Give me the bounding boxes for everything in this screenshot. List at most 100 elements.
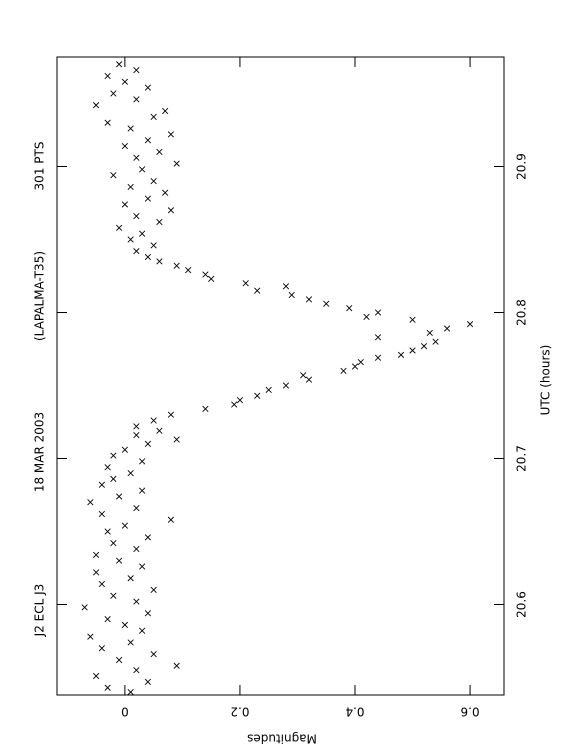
data-point — [133, 248, 140, 255]
data-point — [173, 662, 180, 669]
data-point — [104, 72, 111, 80]
data-point — [121, 201, 129, 208]
data-point — [156, 148, 163, 156]
data-point — [104, 615, 111, 623]
x-tick-label: 20.8 — [515, 299, 529, 326]
data-point — [374, 354, 382, 361]
data-point — [110, 475, 117, 483]
data-point — [374, 309, 382, 316]
data-point — [144, 253, 152, 261]
data-point — [127, 688, 134, 696]
data-point — [409, 347, 416, 354]
data-point — [133, 213, 140, 220]
data-point — [305, 296, 313, 303]
data-point — [242, 280, 249, 287]
data-point — [397, 351, 405, 358]
data-point — [156, 218, 163, 226]
data-point — [110, 592, 117, 599]
data-point — [426, 329, 433, 337]
data-point — [121, 522, 129, 529]
data-point — [167, 411, 175, 418]
data-point — [104, 119, 111, 126]
data-point — [432, 338, 439, 345]
data-point — [127, 469, 134, 477]
data-point — [133, 667, 140, 674]
data-point — [150, 417, 157, 424]
data-point — [133, 423, 140, 430]
data-point — [98, 481, 105, 488]
data-point — [127, 183, 134, 191]
data-point — [150, 586, 157, 594]
data-point — [173, 160, 180, 167]
data-point — [116, 224, 123, 231]
data-point — [208, 275, 215, 283]
data-point — [282, 283, 290, 290]
data-point — [121, 621, 129, 629]
data-point — [87, 499, 94, 506]
data-point — [139, 487, 146, 494]
data-point — [133, 598, 140, 605]
data-point — [139, 166, 146, 173]
data-point — [363, 313, 370, 320]
data-point — [110, 172, 117, 179]
data-point — [409, 316, 416, 323]
data-point — [93, 569, 100, 576]
data-point — [173, 262, 180, 269]
chart-title: J2 ECL J3 — [33, 584, 47, 638]
data-point — [346, 304, 353, 312]
data-point — [139, 563, 146, 570]
data-point — [150, 177, 157, 185]
plot-frame — [56, 56, 505, 696]
data-point — [133, 545, 140, 553]
data-point — [150, 651, 157, 658]
data-point — [162, 189, 169, 196]
data-point — [133, 432, 140, 439]
data-point — [156, 258, 163, 265]
y-tick-label: 0.6 — [461, 705, 480, 719]
data-point — [323, 300, 330, 307]
data-point — [98, 645, 105, 652]
data-point — [236, 396, 244, 404]
data-point — [357, 359, 364, 366]
data-point — [443, 325, 451, 332]
data-point — [340, 367, 347, 375]
data-point — [110, 452, 117, 459]
data-point — [116, 493, 123, 500]
data-point — [300, 372, 307, 379]
data-point — [139, 458, 146, 465]
data-point — [93, 672, 100, 680]
data-point — [104, 684, 111, 691]
y-tick-label: 0.4 — [345, 705, 364, 719]
data-point — [282, 382, 290, 389]
data-point — [374, 334, 382, 341]
data-point — [93, 102, 100, 109]
y-tick-label: 0 — [121, 705, 129, 719]
data-point — [167, 131, 175, 138]
data-point — [144, 610, 152, 617]
x-axis-label: UTC (hours) — [539, 345, 553, 416]
data-point — [144, 84, 152, 91]
data-point — [144, 678, 152, 685]
data-point — [133, 96, 140, 103]
data-point — [139, 627, 146, 634]
y-axis-label: Magnitudes — [247, 732, 317, 746]
x-tick-label: 20.7 — [515, 445, 529, 472]
data-point — [466, 321, 474, 328]
data-point — [87, 633, 94, 640]
data-point — [121, 446, 129, 453]
x-tick-label: 20.6 — [515, 591, 529, 618]
data-point — [167, 516, 175, 523]
data-point — [231, 401, 238, 408]
data-point — [133, 67, 140, 74]
data-point — [202, 271, 209, 278]
data-point — [98, 580, 105, 588]
data-point — [156, 427, 163, 434]
data-point — [144, 534, 152, 541]
data-point — [144, 137, 152, 144]
data-point — [265, 386, 272, 393]
data-point — [127, 639, 134, 646]
data-point — [351, 363, 359, 370]
data-point — [167, 207, 175, 214]
data-point — [121, 142, 129, 150]
data-point — [104, 464, 111, 471]
